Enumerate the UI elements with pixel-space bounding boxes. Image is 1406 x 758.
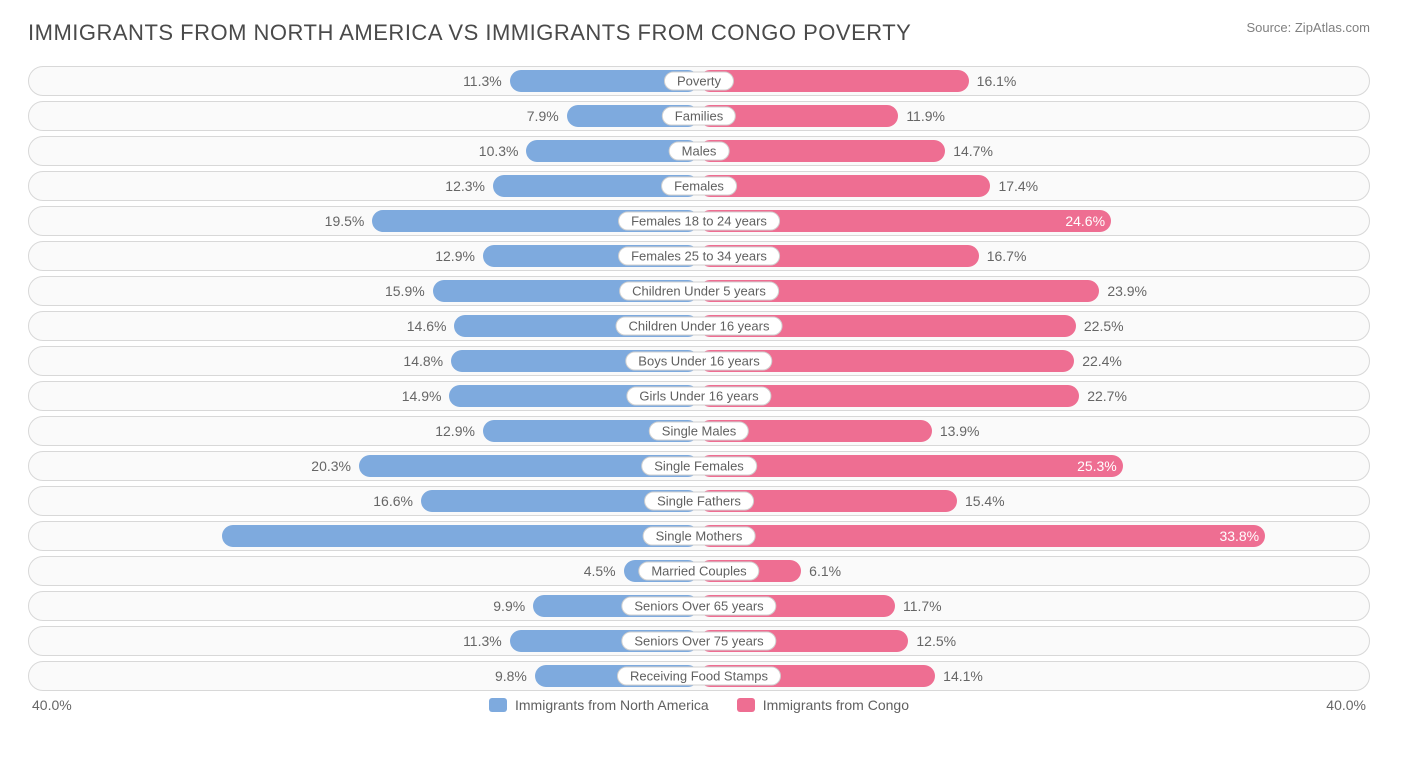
value-label-left: 10.3% (479, 143, 519, 159)
value-label-right: 11.7% (903, 598, 942, 614)
category-label: Children Under 16 years (616, 317, 783, 336)
bar-row: 12.9% 13.9% Single Males (28, 416, 1370, 446)
category-label: Seniors Over 65 years (621, 597, 776, 616)
value-label-left: 14.9% (402, 388, 442, 404)
legend-item-left: Immigrants from North America (489, 697, 709, 713)
bar-right (699, 140, 945, 162)
chart-source: Source: ZipAtlas.com (1246, 20, 1370, 35)
category-label: Girls Under 16 years (626, 387, 771, 406)
value-label-right: 11.9% (906, 108, 945, 124)
chart-title: IMMIGRANTS FROM NORTH AMERICA VS IMMIGRA… (28, 20, 911, 46)
bar-row: 9.9% 11.7% Seniors Over 65 years (28, 591, 1370, 621)
legend: Immigrants from North America Immigrants… (489, 697, 909, 713)
axis-max-left: 40.0% (32, 697, 72, 713)
value-label-right: 22.4% (1082, 353, 1122, 369)
bar-left: 28.5% (222, 525, 699, 547)
category-label: Families (662, 107, 736, 126)
bar-row: 20.3% 25.3% Single Females (28, 451, 1370, 481)
category-label: Single Females (641, 457, 757, 476)
category-label: Single Males (649, 422, 749, 441)
value-label-right: 17.4% (998, 178, 1038, 194)
bar-row: 12.9% 16.7% Females 25 to 34 years (28, 241, 1370, 271)
value-label-right: 16.1% (977, 73, 1017, 89)
category-label: Poverty (664, 72, 734, 91)
value-label-right: 22.7% (1087, 388, 1127, 404)
chart-header: IMMIGRANTS FROM NORTH AMERICA VS IMMIGRA… (28, 20, 1370, 46)
value-label-right: 12.5% (916, 633, 956, 649)
value-label-right: 22.5% (1084, 318, 1124, 334)
bar-row: 7.9% 11.9% Families (28, 101, 1370, 131)
value-label-right: 14.7% (953, 143, 993, 159)
category-label: Children Under 5 years (619, 282, 779, 301)
value-label-right: 14.1% (943, 668, 983, 684)
legend-swatch-right (737, 698, 755, 712)
legend-swatch-left (489, 698, 507, 712)
value-label-left: 12.9% (435, 423, 475, 439)
bar-row: 9.8% 14.1% Receiving Food Stamps (28, 661, 1370, 691)
bar-right (699, 70, 969, 92)
category-label: Females 18 to 24 years (618, 212, 780, 231)
value-label-right: 24.6% (1065, 213, 1105, 229)
value-label-left: 20.3% (311, 458, 351, 474)
value-label-right: 13.9% (940, 423, 980, 439)
bar-row: 11.3% 12.5% Seniors Over 75 years (28, 626, 1370, 656)
value-label-left: 16.6% (373, 493, 413, 509)
category-label: Receiving Food Stamps (617, 667, 781, 686)
legend-label-right: Immigrants from Congo (763, 697, 909, 713)
value-label-right: 33.8% (1219, 528, 1259, 544)
value-label-left: 9.9% (493, 598, 525, 614)
bar-row: 12.3% 17.4% Females (28, 171, 1370, 201)
value-label-left: 7.9% (527, 108, 559, 124)
category-label: Seniors Over 75 years (621, 632, 776, 651)
legend-label-left: Immigrants from North America (515, 697, 709, 713)
value-label-left: 19.5% (325, 213, 365, 229)
bar-row: 11.3% 16.1% Poverty (28, 66, 1370, 96)
value-label-left: 14.6% (407, 318, 447, 334)
value-label-left: 12.9% (435, 248, 475, 264)
category-label: Females 25 to 34 years (618, 247, 780, 266)
value-label-left: 11.3% (463, 633, 502, 649)
value-label-right: 23.9% (1107, 283, 1147, 299)
value-label-left: 11.3% (463, 73, 502, 89)
bar-row: 16.6% 15.4% Single Fathers (28, 486, 1370, 516)
value-label-left: 12.3% (445, 178, 485, 194)
value-label-left: 15.9% (385, 283, 425, 299)
chart-area: 11.3%16.1%Poverty7.9%11.9%Families10.3%1… (28, 66, 1370, 691)
bar-right: 25.3% (699, 455, 1123, 477)
chart-footer: 40.0% Immigrants from North America Immi… (28, 697, 1370, 713)
bar-right: 33.8% (699, 525, 1265, 547)
bar-right (699, 175, 990, 197)
category-label: Boys Under 16 years (625, 352, 772, 371)
legend-item-right: Immigrants from Congo (737, 697, 909, 713)
value-label-right: 25.3% (1077, 458, 1117, 474)
axis-max-right: 40.0% (1326, 697, 1366, 713)
bar-row: 15.9% 23.9% Children Under 5 years (28, 276, 1370, 306)
bar-row: 14.6% 22.5% Children Under 16 years (28, 311, 1370, 341)
bar-row: 10.3% 14.7% Males (28, 136, 1370, 166)
category-label: Single Fathers (644, 492, 754, 511)
category-label: Females (661, 177, 737, 196)
bar-row: 14.8% 22.4% Boys Under 16 years (28, 346, 1370, 376)
value-label-right: 6.1% (809, 563, 841, 579)
category-label: Single Mothers (643, 527, 756, 546)
category-label: Married Couples (638, 562, 759, 581)
value-label-left: 4.5% (584, 563, 616, 579)
bar-row: 28.5% 33.8% Single Mothers (28, 521, 1370, 551)
bar-row: 19.5% 24.6% Females 18 to 24 years (28, 206, 1370, 236)
category-label: Males (669, 142, 730, 161)
value-label-left: 9.8% (495, 668, 527, 684)
value-label-left: 14.8% (403, 353, 443, 369)
bar-row: 14.9% 22.7% Girls Under 16 years (28, 381, 1370, 411)
bar-row: 4.5% 6.1% Married Couples (28, 556, 1370, 586)
value-label-right: 16.7% (987, 248, 1027, 264)
value-label-right: 15.4% (965, 493, 1005, 509)
